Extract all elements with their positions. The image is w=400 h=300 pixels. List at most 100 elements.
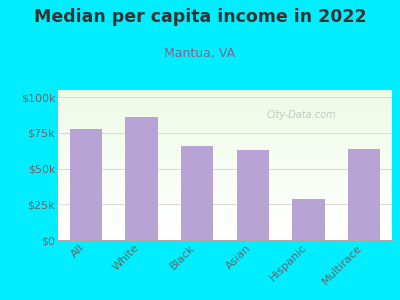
- Bar: [58, 92, 392, 93]
- Bar: [58, 132, 392, 133]
- Bar: [58, 198, 392, 199]
- Bar: [58, 238, 392, 239]
- Bar: [58, 128, 392, 129]
- Bar: [58, 202, 392, 203]
- Bar: [58, 156, 392, 157]
- Bar: [58, 108, 392, 109]
- Bar: [58, 179, 392, 180]
- Bar: [58, 177, 392, 178]
- Bar: [58, 173, 392, 174]
- Bar: [58, 150, 392, 151]
- Bar: [58, 117, 392, 118]
- Bar: [58, 175, 392, 176]
- Bar: [58, 232, 392, 233]
- Bar: [58, 196, 392, 197]
- Bar: [58, 101, 392, 102]
- Bar: [58, 104, 392, 105]
- Bar: [58, 239, 392, 240]
- Bar: [58, 229, 392, 230]
- Bar: [58, 217, 392, 218]
- Bar: [58, 186, 392, 187]
- Bar: [58, 95, 392, 96]
- Bar: [58, 149, 392, 150]
- Bar: [58, 171, 392, 172]
- Bar: [58, 226, 392, 227]
- Bar: [58, 141, 392, 142]
- Bar: [58, 97, 392, 98]
- Bar: [58, 193, 392, 194]
- Bar: [58, 183, 392, 184]
- Bar: [58, 191, 392, 192]
- Bar: [58, 107, 392, 108]
- Bar: [58, 135, 392, 136]
- Bar: [58, 103, 392, 104]
- Bar: [58, 169, 392, 170]
- Bar: [58, 160, 392, 161]
- Bar: [58, 145, 392, 146]
- Bar: [58, 174, 392, 175]
- Bar: [58, 176, 392, 177]
- Text: Median per capita income in 2022: Median per capita income in 2022: [34, 8, 366, 26]
- Bar: [58, 147, 392, 148]
- Bar: [58, 205, 392, 206]
- Bar: [58, 115, 392, 116]
- Bar: [58, 233, 392, 234]
- Bar: [292, 199, 325, 240]
- Bar: [58, 138, 392, 139]
- Bar: [58, 140, 392, 141]
- Bar: [58, 207, 392, 208]
- Bar: [58, 119, 392, 120]
- Bar: [58, 120, 392, 121]
- Bar: [58, 153, 392, 154]
- Bar: [58, 164, 392, 165]
- Bar: [58, 234, 392, 235]
- Bar: [58, 238, 392, 239]
- Bar: [58, 96, 392, 97]
- Bar: [58, 213, 392, 214]
- Bar: [58, 208, 392, 209]
- Bar: [58, 125, 392, 126]
- Bar: [58, 122, 392, 123]
- Bar: [58, 235, 392, 236]
- Bar: [58, 201, 392, 202]
- Bar: [58, 167, 392, 168]
- Bar: [58, 168, 392, 169]
- Bar: [58, 139, 392, 140]
- Bar: [58, 214, 392, 215]
- Bar: [58, 230, 392, 231]
- Bar: [58, 118, 392, 119]
- Bar: [58, 144, 392, 145]
- Bar: [58, 231, 392, 232]
- Bar: [58, 206, 392, 207]
- Bar: [58, 155, 392, 156]
- Bar: [58, 209, 392, 210]
- Bar: [58, 124, 392, 125]
- Text: Mantua, VA: Mantua, VA: [164, 46, 236, 59]
- Bar: [58, 106, 392, 107]
- Bar: [58, 180, 392, 181]
- Bar: [348, 148, 380, 240]
- Bar: [58, 225, 392, 226]
- Bar: [58, 227, 392, 228]
- Bar: [58, 102, 392, 103]
- Bar: [58, 185, 392, 186]
- Bar: [58, 158, 392, 159]
- Bar: [58, 152, 392, 153]
- Bar: [58, 161, 392, 162]
- Bar: [58, 187, 392, 188]
- Bar: [58, 224, 392, 225]
- Bar: [58, 218, 392, 219]
- Text: City-Data.com: City-Data.com: [267, 110, 337, 121]
- Bar: [58, 146, 392, 147]
- Bar: [58, 181, 392, 182]
- Bar: [58, 134, 392, 135]
- Bar: [58, 127, 392, 128]
- Bar: [58, 129, 392, 130]
- Bar: [58, 148, 392, 149]
- Bar: [58, 157, 392, 158]
- Bar: [58, 222, 392, 223]
- Bar: [58, 113, 392, 114]
- Bar: [58, 143, 392, 144]
- Bar: [58, 188, 392, 189]
- Bar: [58, 123, 392, 124]
